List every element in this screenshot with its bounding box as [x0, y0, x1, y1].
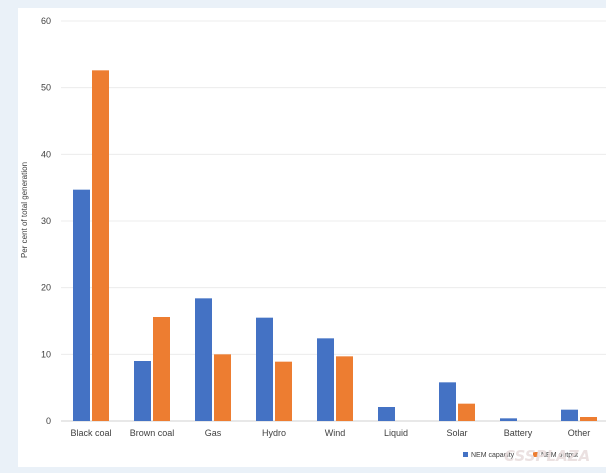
y-axis-ticks: 0 10 20 30 40 50 60: [41, 16, 51, 426]
y-tick-label: 10: [41, 349, 51, 359]
legend-swatch: [463, 452, 468, 457]
x-tick-label: Wind: [325, 428, 346, 438]
x-tick-label: Liquid: [384, 428, 408, 438]
y-tick-label: 30: [41, 216, 51, 226]
bar-capacity: [195, 298, 212, 421]
bar-capacity: [73, 189, 90, 421]
legend-label: NEM output: [541, 452, 578, 459]
y-tick-label: 60: [41, 16, 51, 26]
bar-capacity: [256, 317, 273, 421]
x-tick-label: Other: [568, 428, 591, 438]
x-tick-label: Battery: [504, 428, 533, 438]
bar-output: [458, 403, 475, 421]
bar-output: [336, 356, 353, 421]
bar-capacity: [317, 338, 334, 421]
x-tick-label: Black coal: [70, 428, 111, 438]
x-axis-ticks: Black coal Brown coal Gas Hydro Wind Liquid So…: [70, 428, 590, 438]
y-tick-label: 0: [46, 416, 51, 426]
bar-output: [92, 70, 109, 421]
bar-output: [275, 361, 292, 421]
y-tick-label: 50: [41, 83, 51, 93]
bar-capacity: [561, 409, 578, 421]
x-tick-label: Solar: [446, 428, 467, 438]
legend-label: NEM capacity: [471, 452, 515, 459]
x-tick-label: Gas: [205, 428, 222, 438]
bars: [73, 70, 597, 421]
y-tick-label: 40: [41, 149, 51, 159]
bar-capacity: [378, 407, 395, 421]
bar-capacity: [439, 382, 456, 421]
legend: NEM capacity NEM output: [463, 452, 578, 459]
bar-output: [580, 417, 597, 421]
bar-capacity: [134, 361, 151, 421]
bar-output: [214, 354, 231, 421]
y-axis-title: Per cent of total generation: [20, 162, 29, 258]
watermark-logo: CSSPLAZA: [504, 447, 590, 465]
legend-swatch: [533, 452, 538, 457]
chart-panel: [18, 8, 606, 467]
bar-capacity: [500, 418, 517, 421]
x-tick-label: Brown coal: [130, 428, 175, 438]
bar-output: [153, 317, 170, 421]
y-tick-label: 20: [41, 283, 51, 293]
x-tick-label: Hydro: [262, 428, 286, 438]
